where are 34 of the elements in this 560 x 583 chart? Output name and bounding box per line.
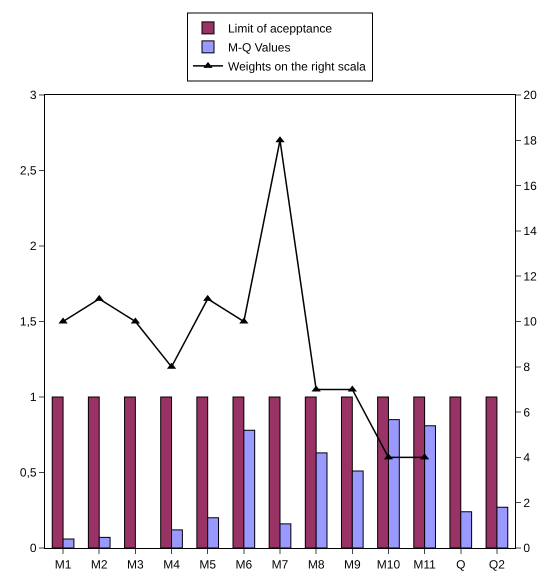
x-tick-label: M3 bbox=[127, 557, 144, 572]
x-tick-label: M4 bbox=[163, 557, 180, 572]
y2-tick-label: 16 bbox=[523, 178, 538, 193]
y2-tick-label: 10 bbox=[523, 314, 538, 329]
y2-tick-label: 14 bbox=[523, 224, 538, 238]
x-tick-label: M9 bbox=[344, 557, 361, 572]
y-tick-label: 3 bbox=[30, 88, 37, 102]
x-tick-label: Q2 bbox=[488, 557, 506, 572]
y-tick-label: 2,5 bbox=[20, 164, 37, 178]
x-tick-label: M11 bbox=[413, 557, 436, 572]
x-tick-label: M6 bbox=[236, 557, 253, 572]
y2-tick-label: 12 bbox=[523, 269, 538, 284]
y2-tick-label: 18 bbox=[523, 134, 538, 148]
y2-tick-label: 0 bbox=[523, 541, 530, 556]
x-tick-label: Q bbox=[456, 557, 466, 572]
y2-tick-label: 6 bbox=[523, 405, 530, 420]
x-tick-label: M7 bbox=[272, 557, 289, 572]
legend-label: Weights on the right scala bbox=[228, 60, 366, 74]
y2-tick-label: 8 bbox=[523, 360, 530, 374]
y-tick-label: 2 bbox=[30, 239, 37, 254]
y-tick-label: 0 bbox=[30, 541, 37, 556]
y-tick-label: 0,5 bbox=[20, 466, 37, 480]
x-tick-label: M5 bbox=[199, 557, 216, 572]
legend-label: M-Q Values bbox=[228, 40, 290, 55]
y2-tick-label: 20 bbox=[523, 88, 538, 102]
x-tick-label: M2 bbox=[90, 557, 108, 572]
y-tick-label: 1,5 bbox=[20, 314, 37, 329]
legend-label: Limit of acepptance bbox=[228, 22, 332, 36]
y-tick-label: 1 bbox=[30, 390, 37, 404]
x-tick-label: M8 bbox=[308, 557, 325, 572]
y2-tick-label: 4 bbox=[523, 450, 530, 465]
x-tick-label: M1 bbox=[54, 557, 72, 572]
x-tick-label: M10 bbox=[376, 557, 400, 572]
y2-tick-label: 2 bbox=[523, 496, 530, 510]
